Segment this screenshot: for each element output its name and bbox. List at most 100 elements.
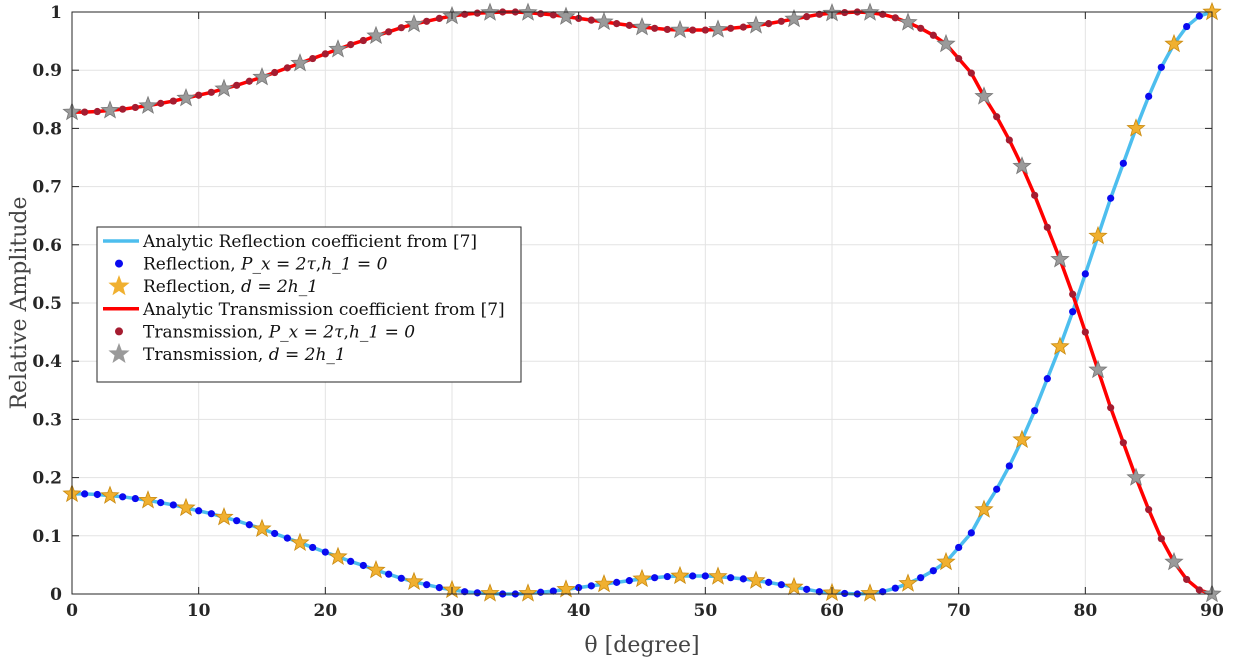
x-tick-label: 70 bbox=[947, 601, 971, 621]
y-tick-label: 0.1 bbox=[32, 527, 62, 547]
legend-item-2: Reflection, d = 2h_1 bbox=[108, 275, 318, 297]
series-2-star bbox=[632, 568, 652, 588]
y-tick-label: 0.2 bbox=[32, 469, 62, 489]
series-2-star bbox=[556, 579, 576, 598]
legend-label-math: P_x = 2τ bbox=[268, 322, 344, 342]
series-5-star bbox=[784, 8, 804, 28]
series-4-point bbox=[777, 17, 785, 25]
y-tick-label: 0.3 bbox=[32, 410, 62, 430]
series-1-point bbox=[347, 557, 355, 566]
star-marker bbox=[784, 8, 804, 28]
series-2-star bbox=[784, 576, 804, 596]
y-tick-label: 0.8 bbox=[32, 119, 62, 139]
series-5-star bbox=[936, 33, 956, 53]
star-marker bbox=[936, 33, 956, 53]
star-marker bbox=[100, 485, 120, 504]
series-5-star bbox=[746, 15, 766, 34]
star-marker bbox=[708, 19, 728, 38]
series-4-point bbox=[689, 26, 697, 34]
series-4-point bbox=[1145, 506, 1153, 514]
series-4-point bbox=[625, 21, 633, 29]
series-4-point bbox=[1043, 223, 1051, 231]
series-1-point bbox=[993, 485, 1001, 493]
series-1-point bbox=[1005, 462, 1013, 470]
star-marker bbox=[670, 19, 690, 39]
series-1-point bbox=[929, 567, 937, 575]
series-4-point bbox=[613, 20, 621, 28]
series-1-point bbox=[891, 584, 899, 592]
series-5-star bbox=[138, 95, 158, 114]
star-marker bbox=[1050, 336, 1070, 355]
legend-label: Reflection, d = 2h_1 bbox=[143, 277, 318, 297]
star-marker bbox=[784, 576, 804, 596]
series-1-point bbox=[663, 572, 671, 581]
series-4-point bbox=[1157, 535, 1165, 543]
series-5-star bbox=[1050, 249, 1070, 268]
series-5-star bbox=[708, 19, 728, 38]
series-4-point bbox=[309, 54, 317, 63]
series-5-star bbox=[974, 86, 994, 105]
series-2-star bbox=[290, 532, 310, 551]
star-marker bbox=[1012, 156, 1032, 175]
series-4-point bbox=[993, 113, 1001, 121]
series-1-point bbox=[1195, 12, 1203, 20]
series-2-star bbox=[1164, 33, 1184, 53]
star-marker bbox=[1164, 33, 1184, 53]
series-1-point bbox=[1081, 270, 1089, 278]
star-marker bbox=[404, 14, 424, 33]
y-tick-label: 0.6 bbox=[32, 236, 62, 256]
series-4-point bbox=[879, 10, 887, 18]
series-4-point bbox=[93, 107, 101, 116]
legend-item-4: Transmission, P_x = 2τ,h_1 = 0 bbox=[115, 322, 415, 342]
series-5-star bbox=[594, 11, 614, 31]
series-1-point bbox=[701, 572, 709, 580]
series-4-point bbox=[841, 8, 849, 17]
series-4-point bbox=[473, 9, 481, 17]
series-4-point bbox=[131, 103, 139, 112]
series-1-point bbox=[967, 529, 975, 537]
star-marker bbox=[1164, 551, 1184, 571]
series-1-point bbox=[815, 588, 823, 596]
star-marker bbox=[138, 490, 158, 509]
series-1-point bbox=[309, 543, 317, 552]
series-4-point bbox=[1081, 328, 1089, 336]
star-marker bbox=[176, 88, 196, 107]
series-4-point bbox=[385, 28, 393, 36]
series-4-point bbox=[1069, 290, 1077, 298]
y-tick-label: 0.4 bbox=[32, 352, 62, 372]
series-2-star bbox=[480, 583, 500, 602]
legend-label: Reflection, P_x = 2τ,h_1 = 0 bbox=[143, 255, 388, 275]
series-1-point bbox=[739, 575, 747, 583]
series-5-star bbox=[366, 25, 386, 45]
series-1-point bbox=[93, 490, 101, 499]
series-5-star bbox=[1088, 359, 1108, 379]
series-1-point bbox=[879, 588, 887, 596]
series-1-point bbox=[423, 581, 431, 589]
star-marker bbox=[480, 583, 500, 602]
series-2-star bbox=[746, 570, 766, 589]
x-tick-label: 60 bbox=[820, 601, 844, 621]
legend-label-text: Analytic Reflection coefficient from [7] bbox=[142, 232, 477, 252]
x-tick-label: 80 bbox=[1073, 601, 1097, 621]
y-axis-label: Relative Amplitude bbox=[7, 196, 32, 409]
series-4-point bbox=[1119, 439, 1127, 447]
star-marker bbox=[632, 568, 652, 588]
y-tick-label: 0.9 bbox=[32, 61, 62, 81]
series-2-star bbox=[176, 497, 196, 517]
series-1-point bbox=[157, 499, 165, 507]
series-4-point bbox=[283, 64, 291, 72]
series-4-point bbox=[549, 11, 557, 19]
x-tick-label: 30 bbox=[440, 601, 464, 621]
series-4-point bbox=[397, 24, 405, 32]
series-4-point bbox=[803, 13, 811, 21]
series-1-point bbox=[549, 587, 557, 595]
legend-label-math: P_x = 2τ bbox=[240, 255, 316, 275]
star-marker bbox=[746, 570, 766, 589]
star-marker bbox=[366, 25, 386, 45]
series-1-point bbox=[81, 490, 89, 498]
star-marker bbox=[138, 95, 158, 114]
series-1-point bbox=[689, 572, 697, 580]
series-4-point bbox=[359, 36, 367, 45]
series-4-point bbox=[81, 108, 89, 116]
series-5-star bbox=[290, 53, 310, 72]
